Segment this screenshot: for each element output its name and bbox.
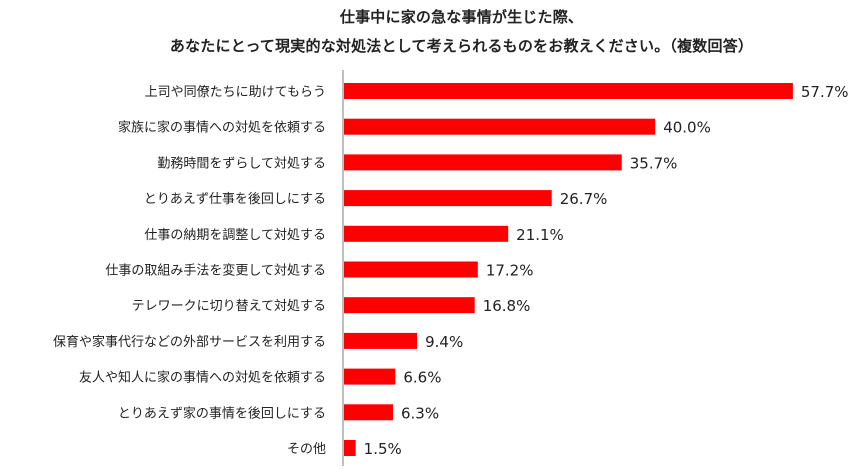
value-label: 17.2%: [486, 262, 534, 280]
category-label: 仕事の納期を調整して対処する: [144, 228, 326, 243]
bar: [344, 118, 656, 135]
bar: [344, 154, 622, 171]
bar: [344, 404, 394, 421]
value-label: 57.7%: [801, 83, 849, 101]
bar: [344, 83, 793, 99]
category-label: その他: [287, 442, 326, 457]
bar: [344, 332, 418, 349]
bar: [344, 225, 509, 242]
value-label: 9.4%: [425, 333, 463, 351]
bar: [344, 190, 552, 207]
category-label: 家族に家の事情への対処を依頼する: [118, 120, 326, 136]
bar: [344, 368, 396, 385]
value-label: 6.3%: [401, 404, 439, 422]
bar: [344, 440, 356, 456]
value-label: 16.8%: [483, 297, 531, 315]
value-label: 6.6%: [403, 369, 441, 387]
bar: [344, 297, 475, 314]
category-label: テレワークに切り替えて対処する: [132, 299, 326, 314]
value-label: 21.1%: [516, 226, 564, 244]
category-label: 勤務時間をずらして対処する: [157, 156, 326, 171]
category-label: 保育や家事代行などの外部サービスを利用する: [53, 334, 326, 350]
bar: [344, 261, 478, 278]
chart-title-line-2: あなたにとって現実的な対処法として考えられるものをお教えください。（複数回答）: [169, 37, 754, 55]
value-label: 35.7%: [630, 154, 678, 172]
category-label: とりあえず家の事情を後回しにする: [118, 405, 326, 421]
category-label: 上司や同僚たちに助けてもらう: [145, 85, 326, 100]
chart-title-line-1: 仕事中に家の急な事情が生じた際、: [339, 8, 584, 26]
value-label: 40.0%: [663, 119, 711, 137]
category-label: 仕事の取組み手法を変更して対処する: [105, 263, 326, 279]
value-label: 26.7%: [560, 190, 608, 208]
category-label: 友人や知人に家の事情への対処を依頼する: [79, 370, 326, 386]
value-label: 1.5%: [364, 440, 402, 458]
category-label: とりあえず仕事を後回しにする: [144, 192, 326, 207]
